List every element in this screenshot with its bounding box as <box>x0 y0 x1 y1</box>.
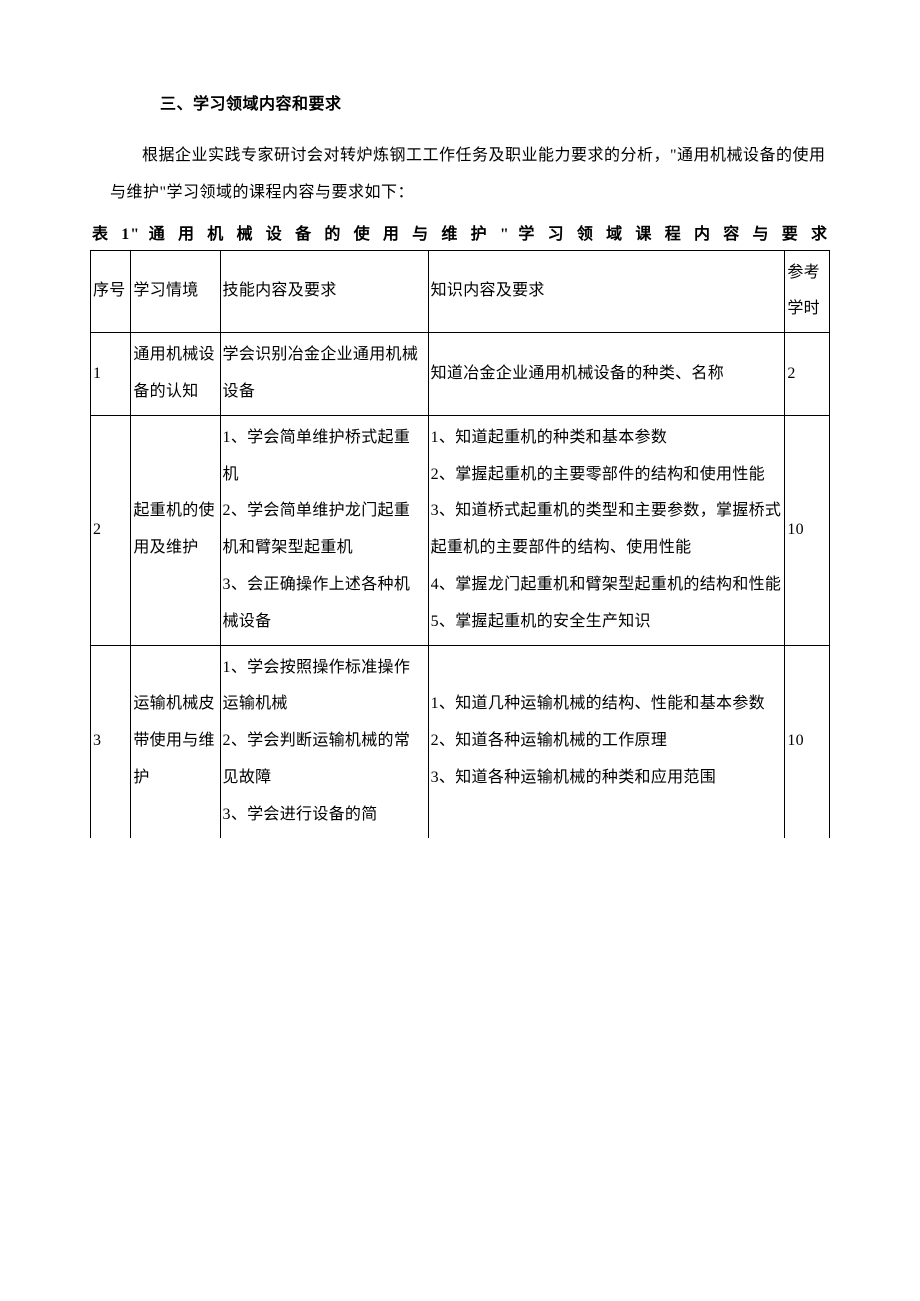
cell-num: 3 <box>91 645 131 837</box>
table-row: 1 通用机械设备的认知 学会识别冶金企业通用机械设备 知道冶金企业通用机械设备的… <box>91 333 830 416</box>
intro-paragraph: 根据企业实践专家研讨会对转炉炼钢工工作任务及职业能力要求的分析，"通用机械设备的… <box>110 138 830 212</box>
cell-num: 2 <box>91 415 131 645</box>
cell-knowledge: 1、知道起重机的种类和基本参数2、掌握起重机的主要零部件的结构和使用性能3、知道… <box>428 415 785 645</box>
table-title: 表 1" 通 用 机 械 设 备 的 使 用 与 维 护 " 学 习 领 域 课… <box>90 220 830 244</box>
table-row: 3 运输机械皮带使用与维护 1、学会按照操作标准操作运输机械2、学会判断运输机械… <box>91 645 830 837</box>
content-table: 序号 学习情境 技能内容及要求 知识内容及要求 参考学时 1 通用机械设备的认知… <box>90 250 830 838</box>
cell-hours: 2 <box>785 333 830 416</box>
cell-skill: 学会识别冶金企业通用机械设备 <box>220 333 428 416</box>
header-skill: 技能内容及要求 <box>220 250 428 333</box>
cell-situation: 起重机的使用及维护 <box>131 415 220 645</box>
cell-situation: 通用机械设备的认知 <box>131 333 220 416</box>
cell-hours: 10 <box>785 415 830 645</box>
cell-skill: 1、学会按照操作标准操作运输机械2、学会判断运输机械的常见故障3、学会进行设备的… <box>220 645 428 837</box>
header-knowledge: 知识内容及要求 <box>428 250 785 333</box>
table-row: 2 起重机的使用及维护 1、学会简单维护桥式起重机2、学会简单维护龙门起重机和臂… <box>91 415 830 645</box>
section-title: 三、学习领域内容和要求 <box>160 90 830 114</box>
header-num: 序号 <box>91 250 131 333</box>
header-situation: 学习情境 <box>131 250 220 333</box>
cell-hours: 10 <box>785 645 830 837</box>
cell-knowledge: 知道冶金企业通用机械设备的种类、名称 <box>428 333 785 416</box>
cell-knowledge: 1、知道几种运输机械的结构、性能和基本参数2、知道各种运输机械的工作原理3、知道… <box>428 645 785 837</box>
cell-num: 1 <box>91 333 131 416</box>
header-hours: 参考学时 <box>785 250 830 333</box>
cell-situation: 运输机械皮带使用与维护 <box>131 645 220 837</box>
cell-skill: 1、学会简单维护桥式起重机2、学会简单维护龙门起重机和臂架型起重机3、会正确操作… <box>220 415 428 645</box>
table-header-row: 序号 学习情境 技能内容及要求 知识内容及要求 参考学时 <box>91 250 830 333</box>
